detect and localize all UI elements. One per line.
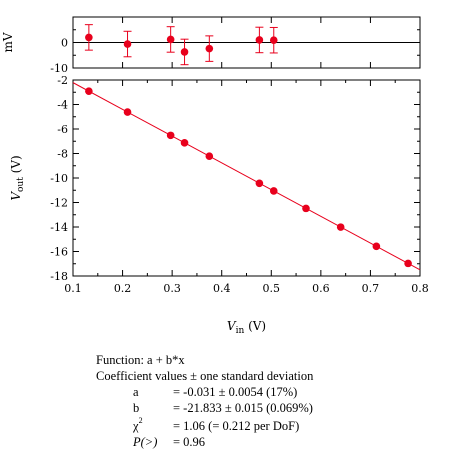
- chi-sup: 2: [138, 416, 143, 425]
- main-y-tick-label: -2: [57, 74, 68, 87]
- fit-function: Function: a + b*x: [96, 353, 185, 367]
- data-point: [123, 108, 132, 116]
- y-axis-label-sub: out: [16, 177, 26, 192]
- main-y-tick-label: -16: [50, 246, 68, 259]
- data-point: [255, 179, 264, 188]
- residual-point: [255, 36, 264, 44]
- main-y-tick-label: -14: [50, 221, 68, 234]
- chi-symbol: χ: [133, 419, 139, 433]
- main-y-tick-label: -18: [50, 270, 68, 283]
- main-x-tick-label: 0.4: [213, 282, 231, 295]
- x-axis-label: Vin (V): [227, 319, 266, 336]
- residual-point: [269, 36, 278, 45]
- fit-row-a: a = -0.031 ± 0.0054 (17%): [96, 384, 436, 400]
- residual-point: [85, 33, 93, 42]
- fit-coeff-header: Coefficient values ± one standard deviat…: [96, 369, 314, 383]
- fit-row-chi2: χ2 = 1.06 (= 0.212 per DoF): [96, 416, 436, 434]
- data-point: [404, 259, 412, 268]
- data-point: [166, 131, 175, 140]
- x-axis-label-var: V: [227, 319, 237, 333]
- residual-y-tick-label: 0: [61, 37, 68, 50]
- data-point: [372, 242, 381, 251]
- main-y-tick-label: -4: [57, 99, 68, 112]
- x-axis-label-sub: in: [236, 326, 245, 336]
- main-x-tick-label: 0.7: [362, 282, 380, 295]
- residual-panel: -10 0 mV: [1, 16, 421, 75]
- main-y-tick-label: -8: [57, 148, 68, 161]
- data-point: [180, 139, 189, 147]
- data-point: [205, 152, 214, 160]
- main-x-tick-label: 0.2: [114, 282, 132, 295]
- y-axis-label-unit: (V): [9, 155, 23, 177]
- main-x-tick-label: 0.3: [163, 282, 181, 295]
- main-x-tick-label: 0.8: [411, 282, 429, 295]
- main-y-tick-label: -6: [57, 123, 68, 136]
- data-point: [302, 204, 310, 213]
- fit-label-p: P(>): [133, 435, 158, 449]
- y-axis-label-var: V: [9, 191, 23, 201]
- y-axis-label: Vout (V): [9, 155, 26, 200]
- x-axis-label-unit: (V): [244, 319, 266, 333]
- main-y-tick-label: -10: [50, 172, 68, 185]
- fit-row-b: b = -21.833 ± 0.015 (0.069%): [96, 400, 436, 416]
- fit-label-a: a: [133, 385, 139, 399]
- main-x-tick-label: 0.5: [263, 282, 281, 295]
- residual-y-label: mV: [1, 32, 15, 52]
- data-point: [269, 187, 278, 195]
- residual-point: [166, 35, 175, 44]
- fit-label-b: b: [133, 401, 140, 415]
- main-x-tick-label: 0.1: [64, 282, 82, 295]
- fit-results: Function: a + b*x Coefficient values ± o…: [96, 352, 436, 450]
- main-y-tick-label: -12: [50, 197, 68, 210]
- data-point: [85, 87, 93, 95]
- data-point: [336, 223, 345, 231]
- fit-row-p: P(>) = 0.96: [96, 434, 436, 450]
- fit-value-b: = -21.833 ± 0.015 (0.069%): [173, 401, 313, 415]
- residual-point: [180, 48, 189, 56]
- residual-point: [205, 44, 214, 53]
- fit-label-chi2: χ2: [133, 416, 143, 436]
- fit-value-p: = 0.96: [173, 435, 206, 449]
- residual-point: [123, 40, 132, 48]
- residual-y-tick-label: -10: [50, 62, 68, 75]
- main-panel: -2 -4 -6 -8 -10 -12 -14 -16 -180.1 0.2 0.3 0.4 0.5 0.…: [9, 74, 429, 336]
- fit-value-a: = -0.031 ± 0.0054 (17%): [173, 385, 298, 399]
- fit-value-chi2: = 1.06 (= 0.212 per DoF): [173, 419, 300, 433]
- main-x-tick-label: 0.6: [312, 282, 330, 295]
